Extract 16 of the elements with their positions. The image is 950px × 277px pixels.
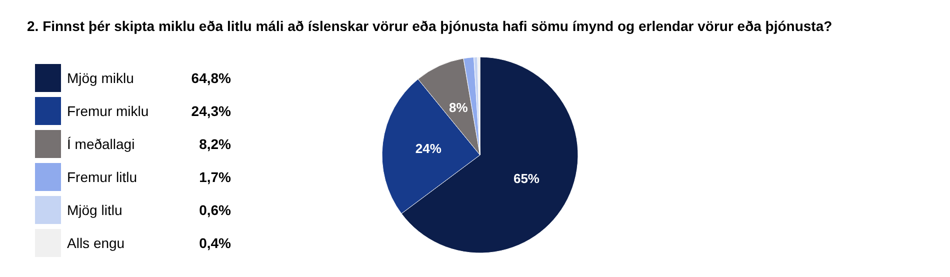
data-label: 0,6% <box>199 202 232 218</box>
legend-label: Fremur litlu <box>67 169 138 185</box>
data-label: 64,8% <box>191 70 232 86</box>
legend-label: Í meðallagi <box>67 136 135 152</box>
legend-label: Alls engu <box>67 235 125 251</box>
data-label: 0,4% <box>199 235 232 251</box>
data-label: 24,3% <box>191 103 232 119</box>
chart-title: 2. Finnst þér skipta miklu eða litlu máli að íslenskar vörur eða þjónusta hafi sömu ímynd og erlendar vörur eða þjónusta? <box>27 18 832 34</box>
legend-label: Mjög miklu <box>67 70 134 86</box>
text: 65% <box>513 170 540 186</box>
legend-label: Fremur miklu <box>67 103 149 119</box>
text: 24% <box>415 141 442 156</box>
legend-label: Mjög litlu <box>67 202 122 218</box>
text: 8% <box>449 100 468 116</box>
data-label: 8,2% <box>199 136 232 152</box>
data-label: 1,7% <box>199 169 232 185</box>
